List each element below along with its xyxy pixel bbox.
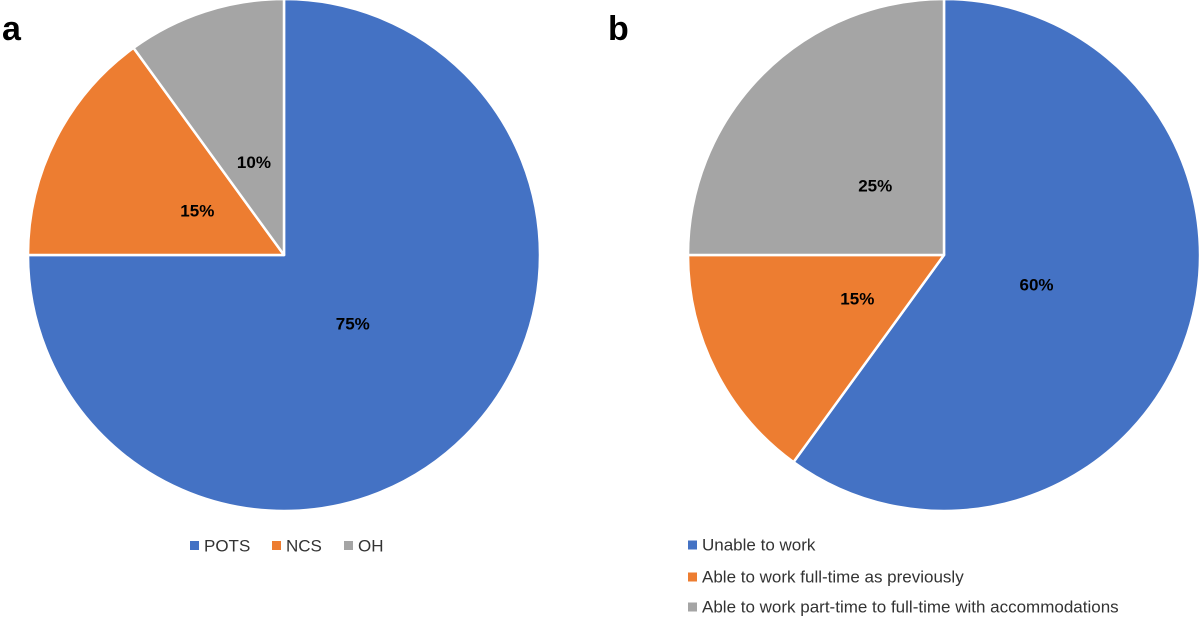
pie-slice-b-unable-to-work: [792, 0, 1200, 513]
data-label-b-2: 25%: [858, 177, 892, 196]
pie-slice-a-oh: [132, 0, 286, 257]
legend-entry-a-1: NCS: [286, 537, 322, 556]
legend-swatch-a-0: [190, 541, 199, 550]
legend-swatch-a-1: [272, 541, 281, 550]
legend-a: POTS NCS OH: [190, 537, 384, 556]
legend-entry-b-0: Unable to work: [702, 536, 816, 555]
legend-swatch-b-0: [688, 540, 697, 550]
data-label-a-1: 15%: [180, 201, 214, 220]
data-label-b-1: 15%: [840, 290, 874, 309]
data-label-a-2: 10%: [237, 153, 271, 172]
panel-label-a: a: [2, 10, 22, 48]
legend-swatch-b-2: [688, 602, 697, 612]
legend-entry-a-0: POTS: [204, 537, 250, 556]
legend-entry-a-2: OH: [358, 537, 384, 556]
legend-swatch-b-1: [688, 572, 697, 582]
data-label-b-0: 60%: [1020, 276, 1054, 295]
pie-chart-a: 75% 15% 10%: [26, 0, 542, 513]
legend-entry-b-2: Able to work part-time to full-time with…: [702, 598, 1119, 617]
legend-b: Unable to work Able to work full-time as …: [688, 536, 1119, 617]
pie-chart-b: 60% 15% 25%: [686, 0, 1200, 513]
legend-swatch-a-2: [344, 541, 353, 550]
pie-slice-b-able-to-work-part-time-to-full-time-with-accommodations: [686, 0, 946, 257]
panel-label-b: b: [608, 10, 629, 48]
data-label-a-0: 75%: [336, 314, 370, 333]
pie-slice-a-ncs: [26, 46, 286, 257]
pie-slice-b-able-to-work-full-time-as-previously: [686, 253, 946, 464]
legend-entry-b-1: Able to work full-time as previously: [702, 568, 964, 587]
